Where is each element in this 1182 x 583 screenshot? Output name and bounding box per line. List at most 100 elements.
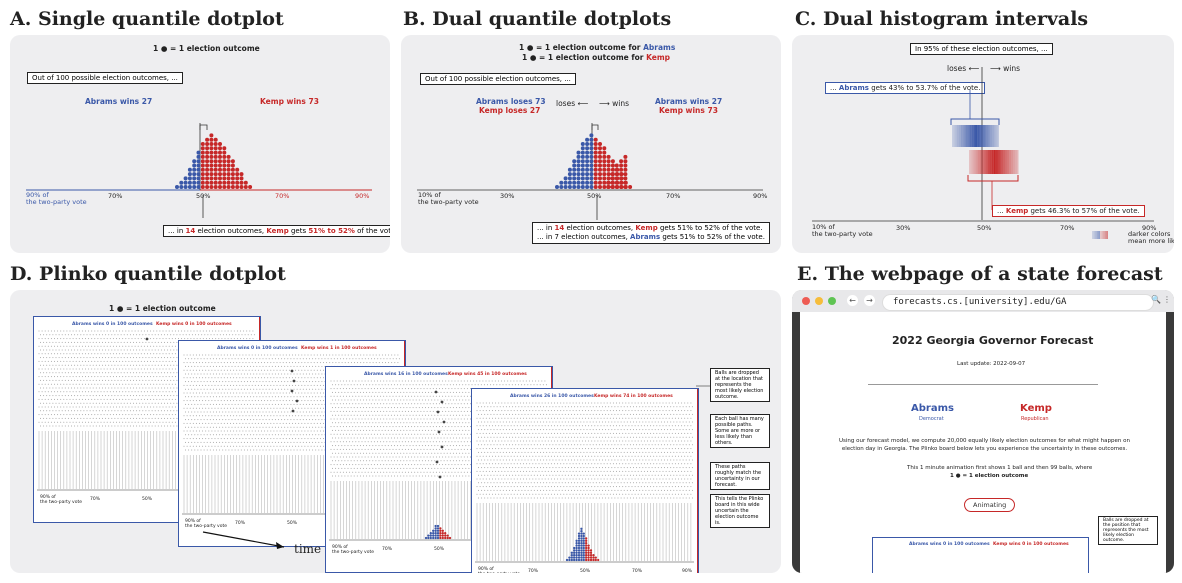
peg — [404, 395, 406, 397]
peg — [240, 403, 242, 405]
peg — [349, 403, 351, 405]
peg — [97, 398, 99, 400]
peg — [463, 410, 465, 412]
peg — [199, 338, 201, 340]
peg — [462, 407, 464, 409]
peg — [190, 330, 192, 332]
outcome-dot — [175, 185, 179, 189]
peg — [394, 384, 395, 386]
peg — [88, 421, 90, 423]
peg — [451, 395, 453, 397]
peg — [95, 387, 97, 389]
peg — [274, 426, 276, 428]
peg — [223, 369, 225, 371]
peg — [428, 384, 430, 386]
peg — [264, 354, 266, 356]
peg — [150, 398, 152, 400]
peg — [139, 364, 141, 366]
tick-c-50: 50% — [977, 224, 992, 232]
peg — [199, 445, 200, 447]
peg — [85, 398, 86, 400]
peg — [95, 334, 97, 336]
peg — [212, 373, 214, 375]
peg — [63, 398, 65, 400]
peg — [60, 338, 62, 340]
peg — [359, 414, 361, 416]
peg — [307, 445, 309, 447]
peg — [123, 349, 125, 351]
peg — [108, 372, 110, 374]
peg — [162, 338, 164, 340]
peg — [369, 407, 371, 409]
peg — [310, 415, 312, 417]
abrams-interval-cell — [979, 125, 981, 147]
peg — [129, 364, 131, 366]
peg — [66, 345, 68, 347]
peg — [313, 377, 315, 379]
peg — [243, 388, 245, 390]
peg — [343, 358, 345, 360]
peg — [312, 381, 314, 383]
peg — [233, 338, 235, 340]
peg — [265, 403, 267, 405]
peg — [145, 357, 147, 359]
peg — [112, 398, 114, 400]
peg — [374, 358, 376, 360]
peg — [173, 410, 175, 412]
peg — [363, 422, 364, 424]
peg — [49, 379, 51, 381]
peg — [234, 434, 236, 436]
peg — [332, 354, 334, 356]
peg — [171, 406, 173, 408]
peg — [231, 365, 233, 367]
peg — [85, 383, 86, 385]
peg — [295, 377, 297, 379]
peg — [60, 398, 62, 400]
peg — [309, 419, 310, 421]
peg — [386, 395, 388, 397]
peg — [423, 418, 425, 420]
peg — [268, 419, 270, 421]
peg — [338, 399, 340, 401]
kemp-wins-b: Kemp wins 73 — [659, 106, 718, 115]
peg — [52, 417, 54, 419]
peg — [100, 383, 102, 385]
peg — [211, 422, 213, 424]
peg — [446, 391, 448, 393]
peg — [339, 403, 341, 405]
peg — [285, 438, 287, 440]
peg — [150, 360, 152, 362]
peg — [228, 381, 230, 383]
peg — [257, 392, 259, 394]
peg — [411, 395, 413, 397]
peg — [125, 376, 127, 378]
peg — [145, 364, 147, 366]
peg — [186, 407, 188, 409]
peg — [151, 341, 153, 343]
peg — [40, 334, 41, 336]
outcome-dot — [213, 172, 218, 177]
peg — [189, 384, 191, 386]
peg — [309, 441, 310, 443]
peg — [209, 365, 211, 367]
outcome-dot — [572, 185, 577, 189]
peg — [167, 357, 169, 359]
peg — [353, 399, 355, 401]
peg — [67, 357, 69, 359]
peg — [222, 381, 224, 383]
peg — [119, 345, 121, 347]
peg — [106, 421, 108, 423]
peg — [109, 383, 111, 385]
peg — [307, 377, 309, 379]
peg — [414, 380, 416, 382]
peg — [168, 353, 170, 355]
peg — [60, 330, 62, 332]
peg — [248, 400, 250, 402]
peg — [72, 398, 74, 400]
outcome-dot — [209, 133, 214, 138]
outcome-dot — [580, 146, 585, 151]
peg — [223, 384, 225, 386]
peg — [338, 414, 340, 416]
peg — [38, 398, 40, 400]
abrams-interval-cell — [961, 125, 963, 147]
